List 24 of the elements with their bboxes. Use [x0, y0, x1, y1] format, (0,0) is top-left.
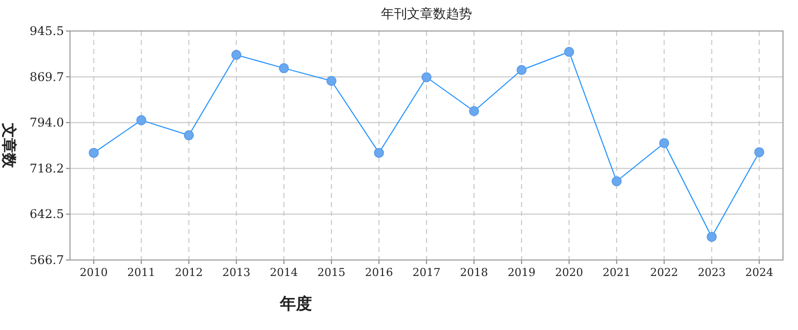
y-tick-label: 642.5 [30, 207, 64, 222]
x-tick-label: 2019 [508, 266, 536, 279]
y-axis-title: 文章数 [0, 122, 18, 169]
x-tick-label: 2012 [174, 266, 203, 279]
x-tick-label: 2013 [222, 266, 250, 279]
x-tick-label: 2016 [364, 266, 393, 279]
x-tick-label: 2011 [127, 266, 156, 279]
y-tick-label: 794.0 [30, 116, 64, 130]
y-tick-label: 566.7 [30, 253, 64, 267]
x-tick-label: 2020 [555, 266, 584, 279]
chart-title: 年刊文章数趋势 [381, 7, 472, 22]
x-tick-label: 2024 [745, 266, 774, 279]
x-tick-label: 2015 [317, 266, 346, 279]
y-tick-label: 718.2 [30, 161, 64, 176]
x-axis-title: 年度 [279, 294, 312, 313]
x-tick-label: 2023 [698, 266, 726, 279]
x-tick-label: 2018 [460, 266, 488, 279]
y-tick-label: 869.7 [30, 70, 64, 84]
x-tick-label: 2010 [80, 266, 108, 279]
x-tick-label: 2022 [650, 266, 678, 279]
y-tick-label: 945.5 [30, 24, 64, 38]
x-tick-label: 2021 [602, 266, 631, 279]
x-tick-label: 2017 [412, 266, 440, 279]
x-tick-label: 2014 [270, 266, 298, 279]
